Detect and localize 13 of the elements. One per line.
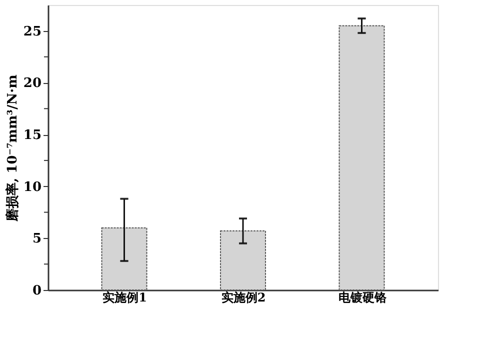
y-axis-title: 磨损率, 10⁻⁷mm³/N·m <box>4 74 20 222</box>
y-tick-label: 25 <box>23 24 42 40</box>
x-tick-label: 电镀硬铬 <box>338 290 388 304</box>
x-tick-label: 实施例1 <box>102 290 147 304</box>
bar <box>101 227 148 290</box>
x-tick-label: 实施例2 <box>221 290 266 304</box>
y-tick-label: 0 <box>32 284 42 298</box>
y-tick-label: 15 <box>23 128 42 144</box>
bar <box>220 230 266 290</box>
y-tick-label: 5 <box>32 232 42 247</box>
bar <box>338 25 385 290</box>
y-tick-label: 10 <box>23 180 42 195</box>
y-tick-label: 20 <box>23 76 42 92</box>
